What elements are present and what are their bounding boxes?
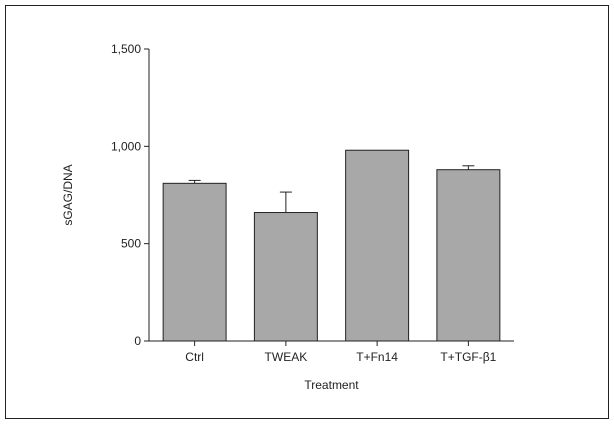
y-tick-label: 1,500 — [111, 42, 141, 56]
x-tick-label: T+TGF-β1 — [440, 350, 496, 364]
error-bars — [188, 165, 475, 213]
y-axis: 0 500 1,000 1,500 — [111, 42, 150, 348]
chart-frame: 0 500 1,000 1,500 Ctrl TWEAK T+Fn14 T+TGF-β1 s… — [5, 5, 609, 419]
bars — [162, 149, 501, 342]
y-axis-title: sGAG/DNA — [61, 164, 75, 225]
x-tick-label: Ctrl — [185, 350, 204, 364]
x-axis-title: Treatment — [304, 378, 359, 392]
y-tick-label: 1,000 — [111, 139, 141, 153]
bar-ctrl — [162, 182, 227, 342]
bar-t-fn14 — [345, 149, 410, 342]
bar-chart: 0 500 1,000 1,500 Ctrl TWEAK T+Fn14 T+TGF-β1 s… — [61, 42, 514, 392]
bar-tweak — [253, 212, 318, 342]
bar-t-tgf-1 — [436, 169, 501, 342]
y-tick-label: 0 — [134, 334, 141, 348]
x-tick-label: TWEAK — [265, 350, 308, 364]
y-tick-label: 500 — [121, 237, 141, 251]
x-tick-label: T+Fn14 — [356, 350, 398, 364]
x-axis: Ctrl TWEAK T+Fn14 T+TGF-β1 — [149, 340, 514, 364]
